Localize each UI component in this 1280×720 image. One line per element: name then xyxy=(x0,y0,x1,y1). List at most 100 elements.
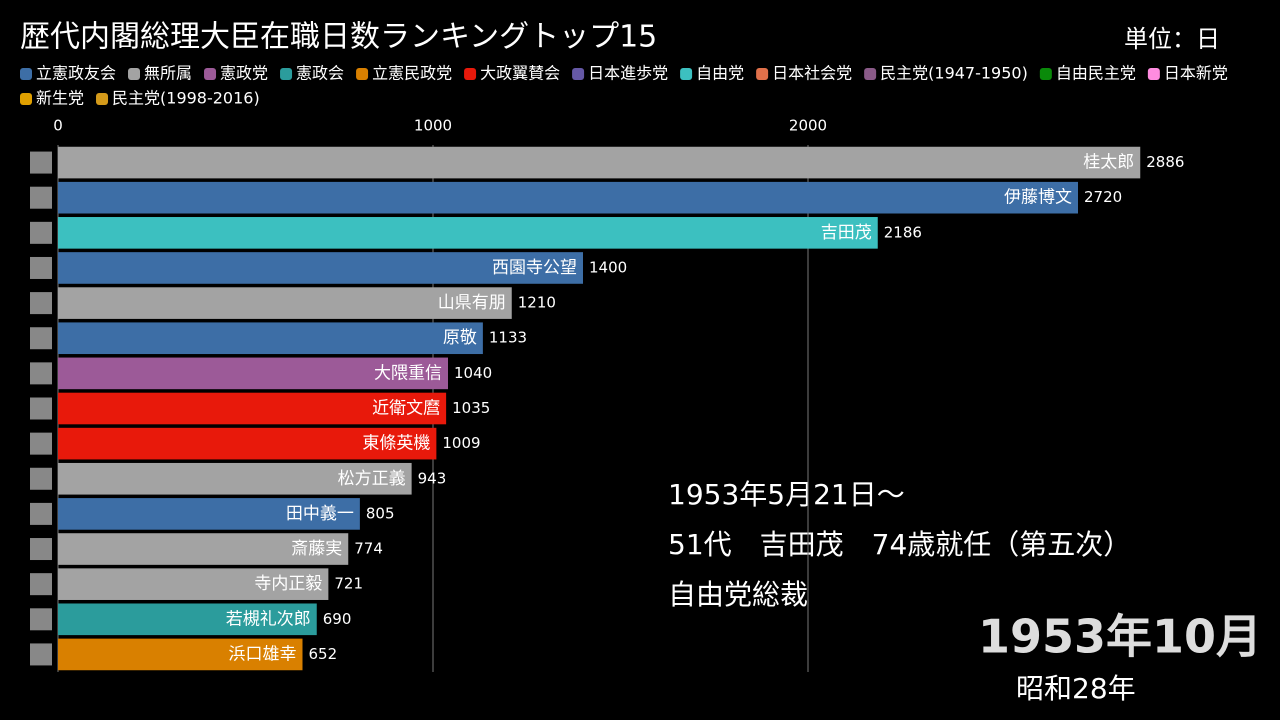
legend-label: 無所属 xyxy=(144,64,192,83)
legend-label: 日本新党 xyxy=(1164,64,1228,83)
bar-name-label: 東條英機 xyxy=(362,434,430,454)
legend-label: 立憲政友会 xyxy=(36,64,116,83)
value-label: 2720 xyxy=(1084,188,1122,206)
bar-name-label: 浜口雄幸 xyxy=(229,644,297,664)
legend-label: 自由党 xyxy=(696,64,744,83)
bar xyxy=(58,498,360,530)
portrait xyxy=(30,362,52,385)
bar xyxy=(58,392,447,425)
legend-swatch xyxy=(1039,68,1052,80)
legend-label: 日本社会党 xyxy=(772,64,852,83)
legend-swatch xyxy=(128,68,141,80)
portrait xyxy=(30,573,52,596)
bar-name-label: 桂太郎 xyxy=(1083,153,1134,173)
bar-name-label: 若槻礼次郎 xyxy=(226,609,311,629)
bar-name-label: 松方正義 xyxy=(338,469,406,489)
bar-name-label: 近衛文麿 xyxy=(372,399,440,419)
legend-swatch xyxy=(20,93,32,105)
bar xyxy=(58,568,329,600)
legend-label: 大政翼賛会 xyxy=(480,64,560,83)
legend-label: 新生党 xyxy=(36,89,84,108)
legend-swatch xyxy=(680,68,693,80)
legend-swatch xyxy=(280,68,293,80)
annotation: 自由党総裁 xyxy=(668,578,808,611)
bar-name-label: 吉田茂 xyxy=(821,223,872,243)
bar xyxy=(58,638,303,671)
value-label: 1133 xyxy=(489,329,527,347)
portrait xyxy=(30,538,52,561)
bar xyxy=(58,322,483,355)
bar xyxy=(58,252,583,284)
bar-name-label: 原敬 xyxy=(443,328,477,348)
legend-label: 自由民主党 xyxy=(1056,64,1136,83)
legend-swatch xyxy=(204,68,217,80)
legend-swatch xyxy=(756,68,769,80)
value-label: 943 xyxy=(418,469,447,487)
bar xyxy=(58,533,349,565)
bar-name-label: 大隈重信 xyxy=(374,363,442,383)
bar xyxy=(58,146,1141,179)
bar xyxy=(58,603,317,636)
portrait xyxy=(30,397,52,420)
bar xyxy=(58,462,412,495)
legend-label: 憲政会 xyxy=(296,64,344,83)
portrait xyxy=(30,256,52,279)
portrait xyxy=(30,608,52,631)
legend-swatch xyxy=(96,93,109,105)
portrait xyxy=(30,292,52,315)
value-label: 1009 xyxy=(442,434,480,452)
portrait xyxy=(30,502,52,525)
chart-title: 歴代内閣総理大臣在職日数ランキングトップ15 xyxy=(20,20,657,55)
legend-label: 日本進歩党 xyxy=(588,64,668,83)
value-label: 1035 xyxy=(452,399,490,417)
value-label: 805 xyxy=(366,504,395,522)
bar-name-label: 田中義一 xyxy=(286,504,354,524)
x-tick-label: 2000 xyxy=(789,117,827,135)
value-label: 2186 xyxy=(884,223,922,241)
portrait xyxy=(30,221,52,244)
legend-swatch xyxy=(464,68,477,80)
value-label: 2886 xyxy=(1146,153,1184,171)
portrait xyxy=(30,327,52,350)
era-label: 昭和28年 xyxy=(1016,672,1136,705)
bar xyxy=(58,217,878,249)
x-tick-label: 0 xyxy=(53,117,63,135)
legend-swatch xyxy=(572,68,585,80)
bar xyxy=(58,427,437,460)
x-tick-label: 1000 xyxy=(414,117,452,135)
bar xyxy=(58,181,1078,214)
date-label: 1953年10月 xyxy=(978,610,1262,664)
legend-swatch xyxy=(356,68,369,80)
bar-name-label: 西園寺公望 xyxy=(492,258,577,278)
bar xyxy=(58,287,512,319)
value-label: 690 xyxy=(323,610,352,628)
value-label: 774 xyxy=(354,540,383,558)
legend-label: 民主党(1998-2016) xyxy=(112,89,260,108)
portrait xyxy=(30,186,52,209)
value-label: 1040 xyxy=(454,364,492,382)
legend-label: 立憲民政党 xyxy=(372,64,452,83)
bar xyxy=(58,357,448,390)
bar-name-label: 寺内正毅 xyxy=(254,574,322,594)
value-label: 1210 xyxy=(518,294,556,312)
value-label: 652 xyxy=(309,645,338,663)
value-label: 1400 xyxy=(589,258,627,276)
legend-swatch xyxy=(20,68,32,80)
portrait xyxy=(30,643,52,666)
value-label: 721 xyxy=(334,575,363,593)
annotation: 1953年5月21日～ xyxy=(668,478,905,511)
legend-label: 憲政党 xyxy=(220,64,268,83)
legend-label: 民主党(1947-1950) xyxy=(880,64,1028,83)
legend-swatch xyxy=(1147,68,1160,80)
bar-name-label: 伊藤博文 xyxy=(1004,188,1072,208)
unit-label: 単位：日 xyxy=(1124,25,1220,53)
portrait xyxy=(30,467,52,490)
portrait xyxy=(30,432,52,455)
annotation: 51代 吉田茂 74歳就任（第五次） xyxy=(668,528,1131,561)
legend-swatch xyxy=(864,68,877,80)
bar-name-label: 斎藤実 xyxy=(291,539,342,559)
bar-name-label: 山県有朋 xyxy=(438,293,506,313)
portrait xyxy=(30,151,52,174)
